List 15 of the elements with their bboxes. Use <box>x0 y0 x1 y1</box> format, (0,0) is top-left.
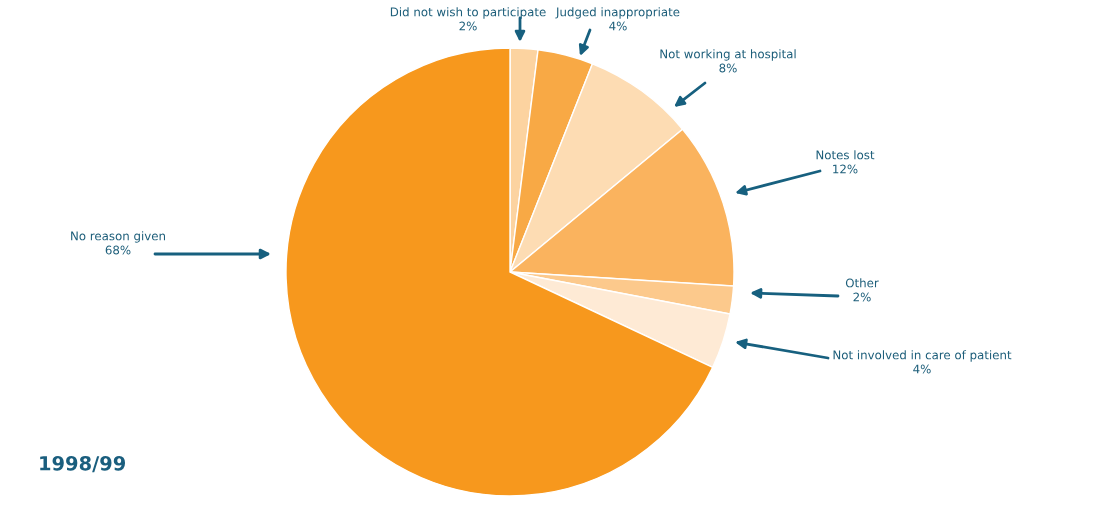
data-label: 12% <box>833 164 858 174</box>
slice-label: No reason given <box>71 231 165 243</box>
slice-label: Other <box>845 278 879 288</box>
data-label: 8% <box>719 63 737 73</box>
data-label: 68% <box>105 245 131 255</box>
data-label: 2% <box>459 21 477 31</box>
slice-label: Not involved in care of patient <box>833 350 1012 362</box>
text: 1998/99 <box>40 455 126 473</box>
slice-label: Notes lost <box>816 150 875 160</box>
data-label: 2% <box>853 292 871 302</box>
slice-label: Did not wish to participate <box>390 7 546 19</box>
slice-label: Judged inappropriate <box>555 7 680 19</box>
data-label: 4% <box>913 364 931 374</box>
slice-label: Not working at hospital <box>660 49 796 61</box>
data-label: 4% <box>609 21 627 31</box>
